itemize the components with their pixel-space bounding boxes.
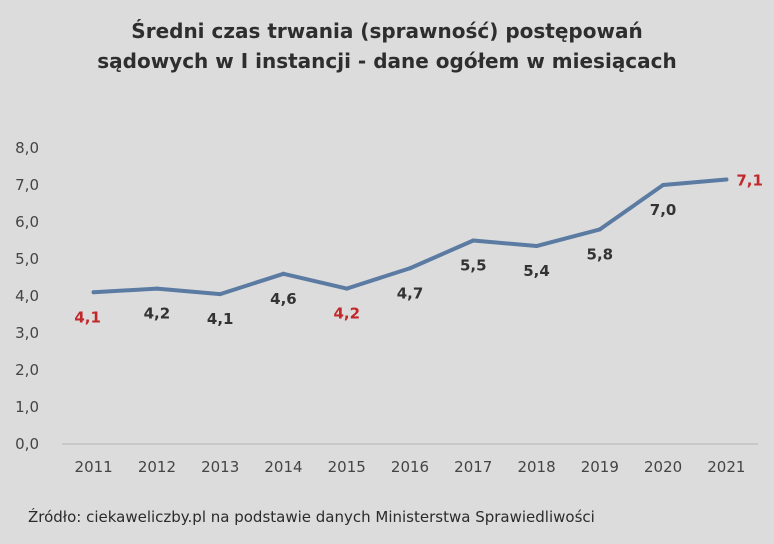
data-point bbox=[91, 290, 96, 295]
data-point bbox=[154, 286, 159, 291]
data-label: 4,6 bbox=[270, 290, 297, 308]
data-label: 7,0 bbox=[650, 201, 677, 219]
data-label: 5,8 bbox=[587, 245, 614, 263]
x-tick-label: 2014 bbox=[264, 458, 302, 476]
data-label: 4,1 bbox=[74, 308, 101, 326]
data-label: 5,4 bbox=[523, 262, 550, 280]
data-point bbox=[597, 227, 602, 232]
data-point bbox=[471, 238, 476, 243]
x-tick-label: 2016 bbox=[391, 458, 429, 476]
x-tick-label: 2021 bbox=[707, 458, 745, 476]
y-tick-label: 8,0 bbox=[15, 139, 39, 157]
x-tick-label: 2013 bbox=[201, 458, 239, 476]
chart-title: Średni czas trwania (sprawność) postępow… bbox=[0, 16, 774, 76]
data-point bbox=[218, 292, 223, 297]
data-point bbox=[408, 266, 412, 271]
series-line bbox=[91, 177, 729, 297]
y-tick-label: 4,0 bbox=[15, 287, 39, 305]
data-point bbox=[344, 286, 349, 291]
y-tick-label: 7,0 bbox=[15, 176, 39, 194]
data-label: 4,2 bbox=[144, 305, 171, 323]
y-tick-label: 0,0 bbox=[15, 435, 39, 453]
data-point bbox=[724, 177, 729, 182]
chart-title-line-1: Średni czas trwania (sprawność) postępow… bbox=[131, 19, 643, 43]
data-point bbox=[534, 244, 539, 249]
data-label: 4,2 bbox=[333, 305, 360, 323]
x-tick-label: 2015 bbox=[328, 458, 366, 476]
data-point bbox=[281, 271, 286, 276]
x-tick-label: 2017 bbox=[454, 458, 492, 476]
data-point bbox=[661, 183, 666, 187]
x-tick-label: 2018 bbox=[517, 458, 555, 476]
data-label: 7,1 bbox=[736, 171, 763, 189]
data-label: 4,1 bbox=[207, 310, 234, 328]
y-tick-label: 3,0 bbox=[15, 324, 39, 342]
data-label: 4,7 bbox=[397, 284, 424, 302]
x-tick-label: 2020 bbox=[644, 458, 682, 476]
y-tick-label: 2,0 bbox=[15, 361, 39, 379]
chart-title-line-2: sądowych w I instancji - dane ogółem w m… bbox=[97, 49, 677, 73]
data-label: 5,5 bbox=[460, 257, 487, 275]
y-tick-label: 6,0 bbox=[15, 213, 39, 231]
source-note: Źródło: ciekaweliczby.pl na podstawie da… bbox=[28, 508, 595, 526]
x-tick-label: 2011 bbox=[75, 458, 113, 476]
x-tick-label: 2019 bbox=[581, 458, 619, 476]
y-tick-label: 5,0 bbox=[15, 250, 39, 268]
y-tick-label: 1,0 bbox=[15, 398, 39, 416]
x-tick-label: 2012 bbox=[138, 458, 176, 476]
